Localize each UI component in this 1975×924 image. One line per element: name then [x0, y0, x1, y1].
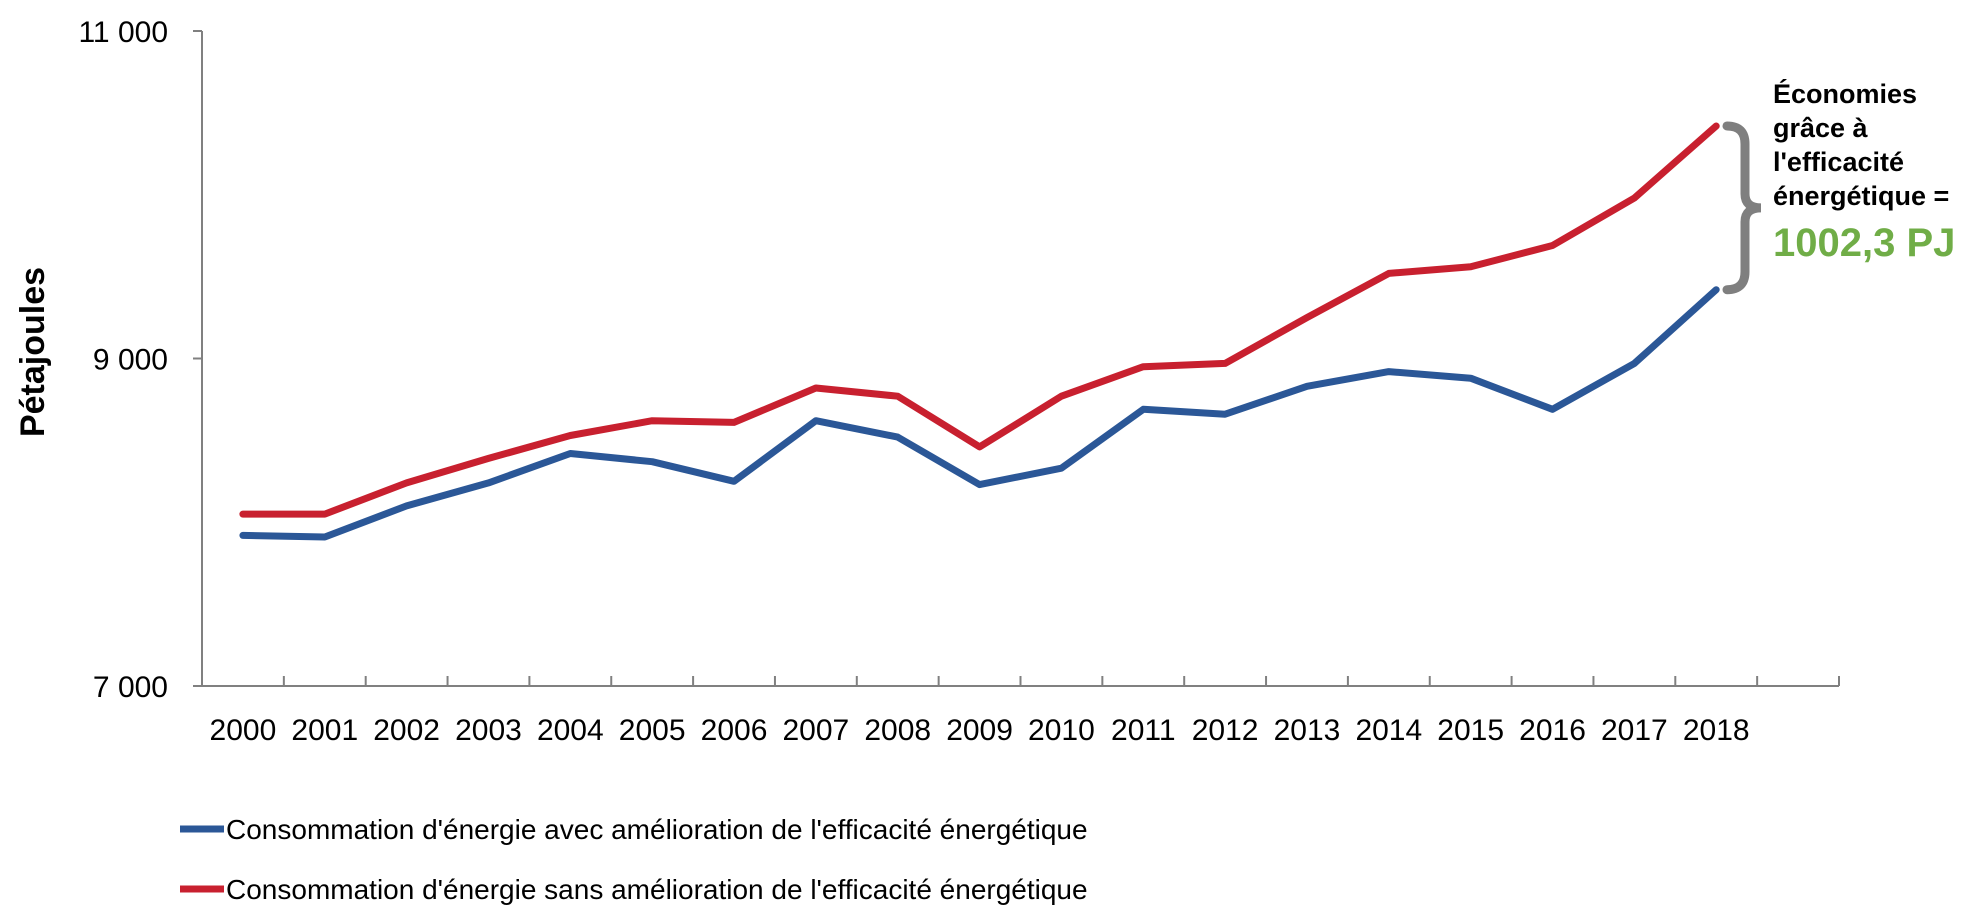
- x-tick-label: 2006: [701, 714, 768, 747]
- legend: Consommation d'énergie avec amélioration…: [180, 814, 1088, 905]
- x-tick-label: 2001: [291, 714, 358, 747]
- legend-label-sans: Consommation d'énergie sans amélioration…: [226, 874, 1088, 905]
- x-tick-label: 2009: [946, 714, 1013, 747]
- x-tick-label: 2016: [1519, 714, 1586, 747]
- savings-annotation: Économies grâce à l'efficacité énergétiq…: [1722, 78, 1955, 295]
- series-group: [239, 122, 1720, 541]
- x-ticks: 2000 2001 2002 2003 2004 2005 2006 2007 2008 2009…: [201, 676, 1840, 747]
- axes: [201, 31, 1839, 687]
- x-tick-label: 2008: [864, 714, 931, 747]
- savings-value: 1002,3 PJ: [1773, 221, 1955, 265]
- x-tick-label: 2010: [1028, 714, 1095, 747]
- x-tick-label: 2007: [783, 714, 850, 747]
- y-ticks: 7 000 9 000 11 000: [78, 16, 202, 704]
- annotation-line-3: l'efficacité: [1773, 147, 1904, 177]
- y-tick-label: 7 000: [93, 671, 168, 704]
- x-tick-label: 2011: [1111, 714, 1176, 747]
- x-tick-label: 2003: [455, 714, 522, 747]
- annotation-line-4: énergétique =: [1773, 181, 1949, 211]
- x-tick-label: 2015: [1437, 714, 1504, 747]
- x-tick-label: 2005: [619, 714, 686, 747]
- x-tick-label: 2017: [1601, 714, 1668, 747]
- x-tick-label: 2004: [537, 714, 604, 747]
- x-tick-label: 2013: [1274, 714, 1341, 747]
- x-tick-label: 2018: [1683, 714, 1750, 747]
- y-tick-label: 11 000: [78, 16, 168, 49]
- y-tick-label: 9 000: [93, 344, 168, 377]
- series-line-sans: [239, 122, 1720, 518]
- series-line-avec: [239, 286, 1720, 541]
- x-tick-label: 2000: [210, 714, 277, 747]
- x-tick-label: 2002: [373, 714, 440, 747]
- x-tick-label: 2012: [1192, 714, 1259, 747]
- y-axis-label: Pétajoules: [14, 267, 52, 437]
- x-tick-label: 2014: [1355, 714, 1422, 747]
- legend-label-avec: Consommation d'énergie avec amélioration…: [226, 814, 1088, 845]
- curly-bracket-icon: [1722, 121, 1762, 295]
- annotation-line-2: grâce à: [1773, 113, 1869, 143]
- annotation-line-1: Économies: [1773, 78, 1917, 109]
